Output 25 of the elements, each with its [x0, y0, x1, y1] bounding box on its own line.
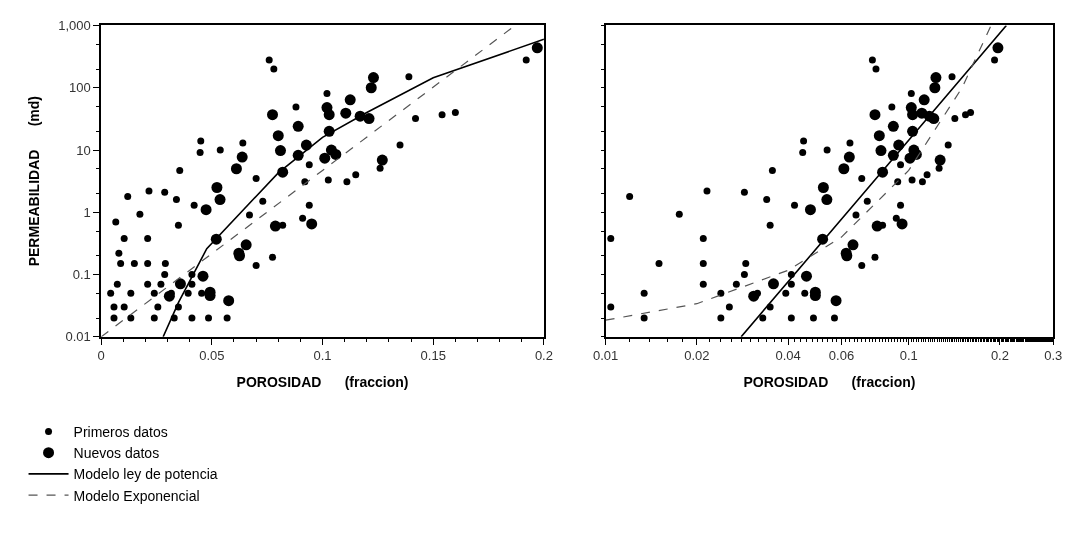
- x-axis-title: POROSIDAD (fraccion): [236, 373, 409, 390]
- x-axis-title: POROSIDAD (fraccion): [743, 373, 916, 390]
- x-tick-label: 0.2: [990, 348, 1009, 364]
- x-tick-label: 0: [97, 348, 105, 364]
- x-tick-label: 0.1: [899, 348, 918, 364]
- legend-label: Modelo ley de potencia: [73, 466, 218, 483]
- x-tick-label: 0.06: [828, 348, 855, 364]
- y-tick-label: 1,000: [58, 18, 91, 34]
- x-tick-label: 0.05: [199, 348, 225, 364]
- y-tick-label: 0.1: [72, 267, 91, 283]
- x-tick-label: 0.15: [420, 348, 446, 364]
- y-tick-label: 100: [69, 80, 91, 96]
- x-tick-label: 0.1: [313, 348, 332, 364]
- y-tick-label: 10: [76, 142, 91, 158]
- y-tick-label: 0.01: [65, 329, 91, 345]
- legend-label: Primeros datos: [73, 423, 168, 440]
- x-tick-label: 0.04: [775, 348, 801, 364]
- y-axis-title: PERMEABILIDAD (md): [26, 95, 43, 267]
- x-tick-label: 0.2: [534, 348, 553, 364]
- x-tick-label: 0.02: [684, 348, 710, 364]
- y-tick-label: 1: [83, 204, 91, 220]
- x-tick-label: 0.01: [592, 348, 619, 364]
- legend-label: Modelo Exponencial: [73, 487, 200, 504]
- legend-label: Nuevos datos: [73, 445, 160, 462]
- x-tick-label: 0.3: [1044, 348, 1063, 364]
